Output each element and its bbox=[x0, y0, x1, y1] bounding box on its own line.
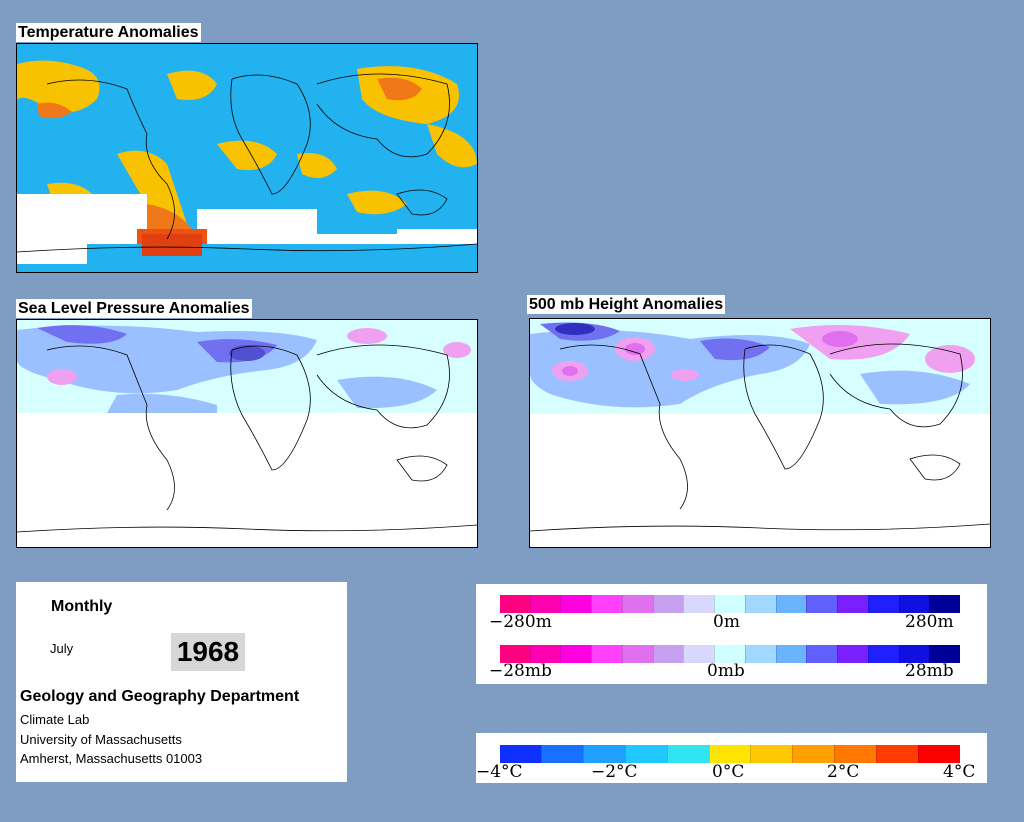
height-scale-segment bbox=[837, 595, 868, 613]
temperature-map bbox=[16, 43, 478, 273]
temperature-title: Temperature Anomalies bbox=[16, 23, 201, 42]
height-scale-segment bbox=[806, 595, 838, 613]
university-label: University of Massachusetts bbox=[20, 732, 182, 747]
month-label: July bbox=[50, 641, 74, 656]
pressure-scale-segment bbox=[898, 645, 930, 663]
height-color-scale bbox=[500, 595, 961, 613]
address-label: Amherst, Massachusetts 01003 bbox=[20, 751, 203, 766]
pressure-scale-segment bbox=[529, 645, 561, 663]
pressure-scale-segment bbox=[929, 645, 961, 663]
temp-tick-minus4: −4°C bbox=[476, 762, 523, 782]
pressure-scale-segment bbox=[652, 645, 684, 663]
temperature-scale-segment bbox=[666, 745, 709, 763]
period-label: Monthly bbox=[51, 598, 113, 615]
pressure-scale-segment bbox=[591, 645, 622, 663]
lab-label: Climate Lab bbox=[20, 712, 90, 727]
temperature-legend: −4°C −2°C 0°C 2°C 4°C bbox=[476, 733, 987, 783]
pressure-scale-segment bbox=[867, 645, 899, 663]
temp-tick-plus2: 2°C bbox=[827, 762, 860, 782]
temperature-scale-segment bbox=[750, 745, 793, 763]
height-scale-segment bbox=[560, 595, 592, 613]
height-scale-segment bbox=[929, 595, 961, 613]
pressure-scale-segment bbox=[744, 645, 776, 663]
height500-title: 500 mb Height Anomalies bbox=[527, 295, 726, 314]
pressure-color-scale bbox=[500, 645, 961, 663]
height-scale-segment bbox=[775, 595, 807, 613]
height-scale-segment bbox=[898, 595, 930, 613]
temp-tick-zero: 0°C bbox=[712, 762, 745, 782]
temperature-scale-segment bbox=[540, 745, 583, 763]
temperature-scale-segment bbox=[876, 745, 919, 763]
pressure-scale-segment bbox=[714, 645, 745, 663]
height-scale-segment bbox=[500, 595, 530, 613]
pressure-scale-segment bbox=[560, 645, 592, 663]
slp-map bbox=[16, 319, 478, 548]
height-scale-segment bbox=[591, 595, 622, 613]
height-pressure-legend: −280m 0m 280m −28mb 0mb 28mb bbox=[476, 584, 987, 684]
pressure-scale-segment bbox=[683, 645, 715, 663]
height-scale-segment bbox=[652, 595, 684, 613]
height-tick-zero: 0m bbox=[713, 612, 740, 632]
pressure-tick-min: −28mb bbox=[489, 661, 552, 681]
pressure-scale-segment bbox=[775, 645, 807, 663]
height-scale-segment bbox=[744, 595, 776, 613]
height-tick-max: 280m bbox=[905, 612, 954, 632]
temperature-scale-segment bbox=[708, 745, 751, 763]
pressure-tick-max: 28mb bbox=[905, 661, 954, 681]
pressure-scale-segment bbox=[837, 645, 868, 663]
height500-map bbox=[529, 318, 991, 548]
temperature-scale-segment bbox=[918, 745, 960, 763]
pressure-scale-segment bbox=[500, 645, 530, 663]
height-scale-segment bbox=[621, 595, 653, 613]
temperature-scale-segment bbox=[792, 745, 835, 763]
temp-tick-minus2: −2°C bbox=[591, 762, 638, 782]
temperature-scale-segment bbox=[624, 745, 667, 763]
height-scale-segment bbox=[529, 595, 561, 613]
year-label: 1968 bbox=[171, 633, 245, 671]
height-scale-segment bbox=[683, 595, 715, 613]
height-scale-segment bbox=[714, 595, 745, 613]
height-scale-segment bbox=[867, 595, 899, 613]
pressure-scale-segment bbox=[806, 645, 838, 663]
pressure-tick-zero: 0mb bbox=[707, 661, 745, 681]
info-box: Monthly July 1968 Geology and Geography … bbox=[16, 582, 347, 782]
height-tick-min: −280m bbox=[489, 612, 552, 632]
temp-tick-plus4: 4°C bbox=[943, 762, 976, 782]
pressure-scale-segment bbox=[621, 645, 653, 663]
temperature-scale-segment bbox=[834, 745, 877, 763]
slp-title: Sea Level Pressure Anomalies bbox=[16, 299, 252, 318]
temperature-scale-segment bbox=[582, 745, 625, 763]
temperature-color-scale bbox=[500, 745, 960, 763]
department-label: Geology and Geography Department bbox=[20, 688, 300, 705]
temperature-scale-segment bbox=[500, 745, 541, 763]
